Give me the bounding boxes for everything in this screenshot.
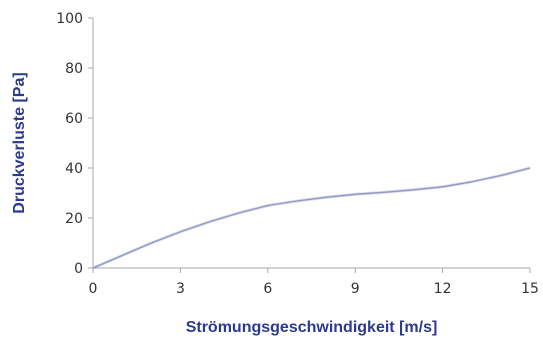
y-tick-label: 20: [65, 211, 83, 227]
x-tick-label: 12: [434, 281, 452, 297]
y-tick-label: 80: [65, 61, 83, 77]
x-tick-label: 15: [521, 281, 539, 297]
x-tick-label: 6: [263, 281, 272, 297]
y-axis-label: Druckverluste [Pa]: [11, 72, 28, 213]
y-tick-label: 40: [65, 161, 83, 177]
series-line: [92, 167, 531, 269]
x-tick-label: 9: [351, 281, 360, 297]
x-axis-label: Strömungsgeschwindigkeit [m/s]: [186, 319, 438, 336]
x-tick-label: 3: [176, 281, 185, 297]
axes: [92, 18, 530, 269]
series: [92, 166, 531, 270]
y-tick-label: 100: [56, 11, 83, 27]
x-tick-label: 0: [89, 281, 98, 297]
y-tick-label: 60: [65, 111, 83, 127]
y-tick-label: 0: [74, 261, 83, 277]
ticks: 0 20 40 60 80 100 0 3 6 9 12 15: [56, 11, 539, 297]
